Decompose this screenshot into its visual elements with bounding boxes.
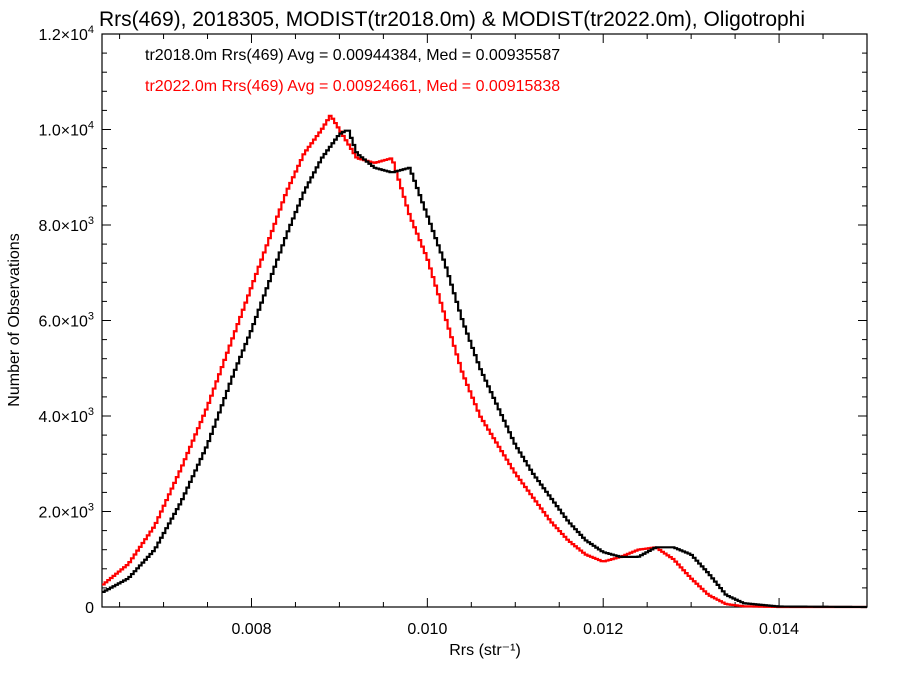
x-tick-label: 0.012 — [583, 621, 623, 638]
x-axis: 0.008 0.010 0.012 0.014 — [119, 34, 868, 638]
y-tick-label: 1.0×104 — [38, 120, 94, 140]
legend: tr2018.0m Rrs(469) Avg = 0.00944384, Med… — [145, 47, 560, 95]
y-tick-label: 6.0×103 — [38, 311, 94, 331]
y-tick-label: 8.0×103 — [38, 215, 94, 235]
legend-entry-tr2022: tr2022.0m Rrs(469) Avg = 0.00924661, Med… — [145, 78, 560, 95]
x-tick-label: 0.010 — [407, 621, 447, 638]
legend-entry-tr2018: tr2018.0m Rrs(469) Avg = 0.00944384, Med… — [145, 47, 560, 64]
y-tick-label: 0 — [85, 600, 94, 617]
y-axis: 0 2.0×103 4.0×103 6.0×103 8.0×103 1.0×104 1.2×… — [38, 24, 867, 617]
y-tick-label: 4.0×103 — [38, 406, 94, 426]
plot-frame — [101, 33, 868, 608]
chart-title: Rrs(469), 2018305, MODIST(tr2018.0m) & M… — [99, 8, 805, 31]
y-tick-label: 1.2×104 — [38, 24, 94, 44]
series-layer — [102, 114, 867, 609]
y-tick-label: 2.0×103 — [38, 502, 94, 522]
x-axis-label: Rrs (str⁻¹) — [449, 642, 521, 659]
x-tick-label: 0.014 — [759, 621, 799, 638]
y-axis-label: Number of Observations — [6, 233, 23, 406]
x-tick-label: 0.008 — [231, 621, 271, 638]
series-tr2022-histogram — [102, 114, 867, 609]
series-tr2018-histogram — [102, 129, 867, 609]
